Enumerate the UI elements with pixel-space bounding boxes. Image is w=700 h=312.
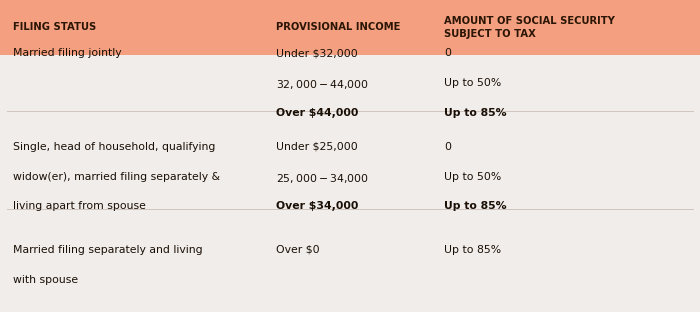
Text: Single, head of household, qualifying: Single, head of household, qualifying xyxy=(13,142,215,152)
Text: Over $0: Over $0 xyxy=(276,245,320,255)
Text: Up to 50%: Up to 50% xyxy=(444,78,502,88)
Text: PROVISIONAL INCOME: PROVISIONAL INCOME xyxy=(276,22,401,32)
Text: Married filing separately and living: Married filing separately and living xyxy=(13,245,202,255)
Text: $32,000 - $44,000: $32,000 - $44,000 xyxy=(276,78,370,91)
Text: with spouse: with spouse xyxy=(13,275,78,285)
Text: Up to 85%: Up to 85% xyxy=(444,201,507,211)
Text: Up to 85%: Up to 85% xyxy=(444,245,502,255)
Text: Up to 50%: Up to 50% xyxy=(444,172,502,182)
Text: Under $25,000: Under $25,000 xyxy=(276,142,358,152)
Text: Over $44,000: Over $44,000 xyxy=(276,108,359,118)
Text: 0: 0 xyxy=(444,48,452,58)
Bar xyxy=(0,0,700,55)
Text: 0: 0 xyxy=(444,142,452,152)
Text: widow(er), married filing separately &: widow(er), married filing separately & xyxy=(13,172,220,182)
Text: FILING STATUS: FILING STATUS xyxy=(13,22,96,32)
Text: $25,000 - $34,000: $25,000 - $34,000 xyxy=(276,172,370,185)
Text: Up to 85%: Up to 85% xyxy=(444,108,507,118)
Text: Under $32,000: Under $32,000 xyxy=(276,48,358,58)
Text: living apart from spouse: living apart from spouse xyxy=(13,201,146,211)
Text: Over $34,000: Over $34,000 xyxy=(276,201,359,211)
Text: AMOUNT OF SOCIAL SECURITY
SUBJECT TO TAX: AMOUNT OF SOCIAL SECURITY SUBJECT TO TAX xyxy=(444,16,615,39)
Text: Married filing jointly: Married filing jointly xyxy=(13,48,121,58)
